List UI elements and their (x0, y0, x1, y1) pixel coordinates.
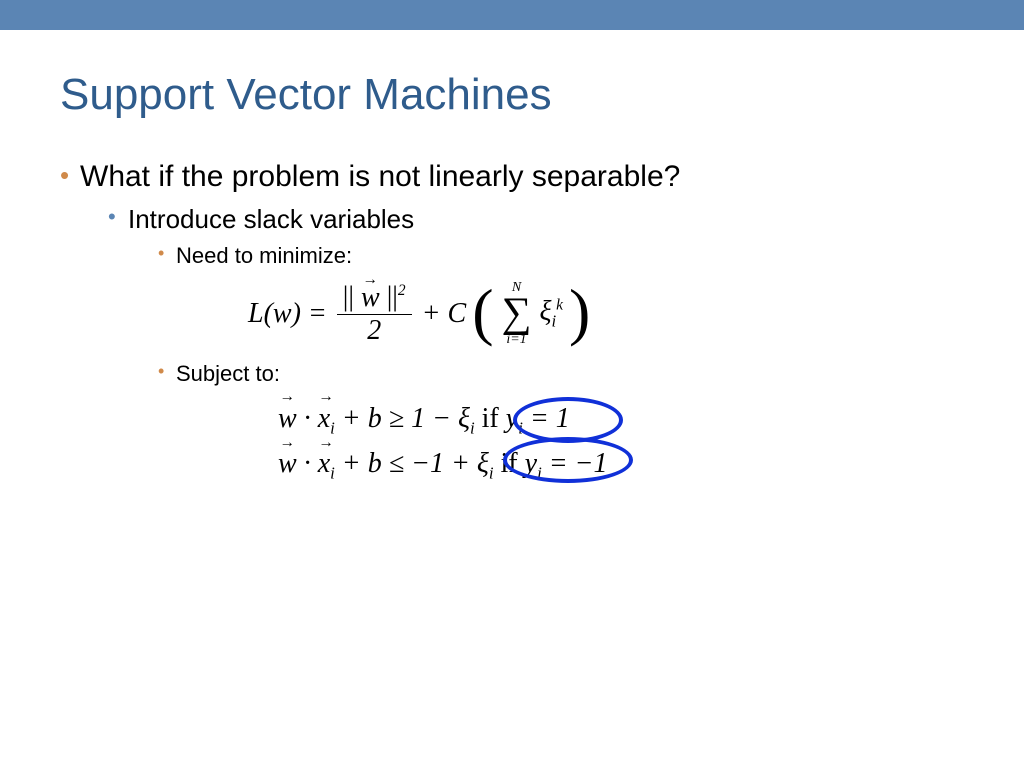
slide-content: What if the problem is not linearly sepa… (0, 150, 1024, 488)
bullet-minimize-text: Need to minimize: (176, 243, 352, 268)
bullet-slack-text: Introduce slack variables (128, 204, 414, 234)
c1-dot: · (297, 403, 318, 434)
c1-plusb: + b ≥ (335, 403, 411, 434)
constraint-row-2: w · xi + b ≤ −1 + ξi if yi = −1 (278, 442, 964, 487)
f-w-vec: w (361, 284, 380, 312)
paren-open: ( (472, 286, 493, 337)
bullet-question-text: What if the problem is not linearly sepa… (80, 160, 680, 193)
constraints-block: w · xi + b ≥ 1 − ξi if yi = 1 w · xi + b… (278, 397, 964, 488)
f-xi-sym: ξ (539, 296, 551, 327)
c1-xi: ξ (458, 403, 470, 434)
c1-eq: = 1 (523, 403, 570, 434)
c2-plusb: + b ≤ (335, 448, 411, 479)
sigma-icon: ∑ (502, 295, 532, 333)
f-fraction: || w ||2 2 (337, 283, 412, 344)
f-sum-bot: i=1 (506, 333, 526, 347)
f-xi-sub: i (551, 312, 556, 331)
c2-x: xi (318, 442, 335, 487)
constraint-row-1: w · xi + b ≥ 1 − ξi if yi = 1 (278, 397, 964, 442)
f-xi: ξik (539, 296, 563, 332)
bullet-slack: Introduce slack variables Need to minimi… (100, 204, 964, 488)
f-sum: N ∑ i=1 (502, 281, 532, 347)
top-bar (0, 0, 1024, 30)
c2-rhs-pre: −1 + (411, 448, 477, 479)
f-norm-exp: 2 (398, 282, 406, 299)
f-norm-close: || (380, 282, 398, 313)
c2-w: w (278, 442, 297, 487)
c1-rhs-pre: 1 − (411, 403, 458, 434)
loss-formula: L(w) = || w ||2 2 + C ( N ∑ (248, 281, 964, 347)
c2-xi: ξ (477, 448, 489, 479)
f-xi-sup: k (556, 297, 563, 314)
c2-if: if (494, 448, 525, 479)
f-lhs: L(w) = (248, 298, 327, 330)
c2-dot: · (297, 448, 318, 479)
c1-if: if (475, 403, 506, 434)
f-den: 2 (367, 315, 381, 345)
f-norm-open: || (343, 282, 361, 313)
c2-eq: = −1 (542, 448, 608, 479)
bullet-question: What if the problem is not linearly sepa… (60, 160, 964, 488)
bullet-subject: Subject to: (148, 361, 964, 387)
c2-y: y (525, 448, 537, 479)
paren-close: ) (569, 286, 590, 337)
f-plusC: + C (422, 298, 467, 330)
slide-title: Support Vector Machines (0, 30, 1024, 150)
bullet-minimize: Need to minimize: (148, 243, 964, 269)
c1-y: y (506, 403, 518, 434)
bullet-subject-text: Subject to: (176, 361, 280, 386)
